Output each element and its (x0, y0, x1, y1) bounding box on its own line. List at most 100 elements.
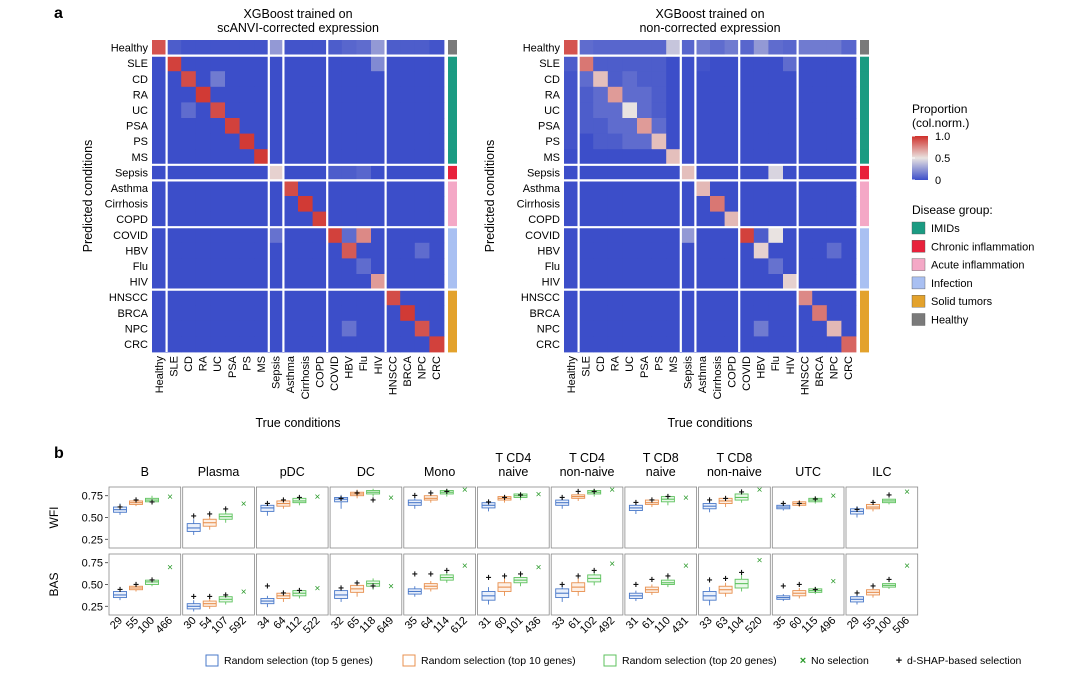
column-label: COVID (329, 356, 341, 391)
colorbar (912, 136, 928, 180)
heatmap-cell (622, 242, 638, 259)
heatmap-cell (637, 196, 652, 212)
heatmap-cell (666, 227, 682, 244)
heatmap-cell (327, 71, 343, 88)
heatmap-cell (268, 164, 284, 181)
heatmap-cell (739, 336, 755, 353)
heatmap-cell (210, 196, 226, 212)
heatmap-cell (593, 258, 609, 275)
shap-marker: + (665, 492, 671, 503)
facet-title: ILC (872, 465, 891, 479)
heatmap-cell (225, 71, 240, 88)
heatmap-cell (385, 211, 401, 228)
heatmap-cell (578, 55, 594, 72)
heatmap-cell (593, 86, 609, 103)
heatmap-cell (166, 242, 182, 259)
heatmap-cell (797, 289, 813, 306)
heatmap-cell (724, 320, 740, 337)
facet-title: naive (646, 465, 676, 479)
column-label: PS (653, 356, 665, 371)
heatmap-cell (695, 320, 711, 337)
row-label: Flu (545, 261, 560, 273)
facet-title: T CD8 (717, 451, 753, 465)
legend-box-label: Random selection (top 5 genes) (224, 655, 373, 667)
heatmap-cell (680, 149, 696, 166)
heatmap-cell (812, 118, 828, 134)
heatmap-cell (826, 180, 842, 197)
heatmap-cell (385, 274, 401, 290)
legend-box-swatch (402, 654, 416, 667)
column-label: Asthma (285, 355, 297, 393)
heatmap-cell (341, 40, 357, 56)
heatmap-cell (797, 196, 813, 212)
heatmap-cell (356, 118, 372, 134)
group-strip-cell (860, 336, 869, 353)
heatmap-cell (739, 274, 755, 290)
shap-marker: + (649, 496, 655, 507)
heatmap-cell (739, 305, 755, 322)
heatmap-cell (239, 196, 255, 212)
heatmap-cell (593, 289, 609, 306)
heatmap-cell (607, 211, 623, 228)
heatmap-cell (181, 305, 197, 322)
group-legend-label: IMIDs (931, 223, 960, 235)
heatmap-cell (826, 336, 842, 353)
heatmap-cell (429, 274, 445, 290)
panel-a-legend: Proportion(col.norm.)1.0 0.5 0 Disease grou… (911, 102, 1034, 327)
heatmap-cell (680, 55, 696, 72)
heatmap-cell (607, 40, 623, 56)
group-strip-cell (448, 274, 457, 290)
heatmap-cell (385, 133, 401, 150)
heatmap-cell (414, 211, 430, 228)
heatmap-cell (797, 320, 813, 337)
heatmap-cell (327, 133, 343, 150)
heatmap-cell (429, 242, 445, 259)
group-strip-cell (860, 149, 869, 166)
heatmap-cell (312, 180, 328, 197)
heatmap-cell (268, 133, 284, 150)
heatmap-cell (593, 196, 609, 212)
heatmap-cell (254, 133, 270, 150)
heatmap-cell (385, 320, 401, 337)
row-label: SLE (539, 58, 560, 70)
no-selection-marker: × (388, 582, 394, 593)
heatmap-cell (622, 149, 638, 166)
heatmap-cell (166, 320, 182, 337)
column-label: BRCA (814, 355, 826, 386)
heatmap-cell (578, 336, 594, 353)
row-label: Healthy (523, 43, 561, 55)
heatmap-cell (152, 320, 167, 337)
heatmap-cell (695, 242, 711, 259)
heatmap-cell (283, 336, 299, 353)
shap-marker: + (370, 582, 376, 593)
heatmap-cell (283, 180, 299, 197)
heatmap-cell (812, 211, 828, 228)
facet-frame (477, 553, 550, 616)
heatmap-cell (239, 305, 255, 322)
heatmap-cell (783, 86, 798, 103)
heatmap-cell (239, 289, 255, 306)
heatmap-cell (371, 71, 386, 88)
heatmap-cell (841, 289, 857, 306)
heatmap-cell (429, 164, 445, 181)
heatmap-cell (341, 55, 357, 72)
heatmap-cell (181, 242, 197, 259)
heatmap-cell (400, 55, 416, 72)
heatmap-cell (783, 71, 798, 88)
heatmap-cell (607, 196, 623, 212)
heatmap-cell (210, 118, 226, 134)
heatmap-cell (622, 289, 638, 306)
heatmap-cell (753, 336, 769, 353)
heatmap-cell (841, 133, 857, 150)
shap-marker: + (518, 490, 524, 501)
shap-marker: + (370, 496, 376, 507)
heatmap-cell (812, 180, 828, 197)
heatmap-cell (225, 118, 240, 134)
heatmap-cell (298, 118, 313, 134)
heatmap-cell (312, 289, 328, 306)
heatmap-cell (371, 180, 386, 197)
x-axis-title: True conditions (256, 416, 341, 430)
heatmap-cell (739, 180, 755, 197)
